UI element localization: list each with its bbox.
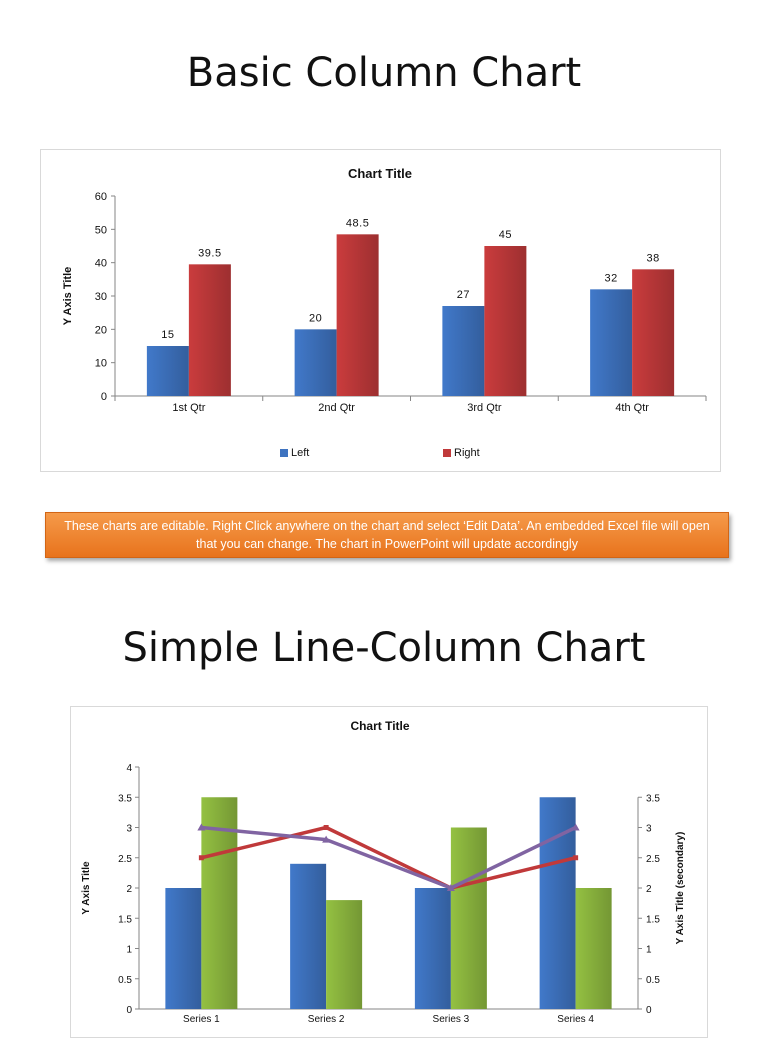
y-tick-label: 20 (95, 324, 107, 336)
line-marker-2 (571, 823, 580, 831)
bar-left (294, 329, 337, 396)
legend-label-right: Right (454, 447, 480, 459)
y-tick-label: 0.5 (118, 975, 132, 986)
line-marker-1 (573, 855, 579, 861)
line-marker-2 (197, 823, 206, 831)
y-tick-label: 1 (126, 945, 132, 956)
bar-series-1 (414, 888, 451, 1009)
line-marker-2 (446, 884, 455, 891)
bar-series-2 (326, 900, 363, 1009)
x-tick-label: 4th Qtr (615, 402, 649, 414)
line-series-1 (200, 825, 577, 890)
y-tick-label: 4 (126, 763, 132, 774)
slide-title-line-column: Simple Line-Column Chart (122, 625, 646, 671)
legend-label-left: Left (291, 447, 309, 459)
y-tick-label: 3 (126, 824, 132, 835)
edit-instructions-banner: These charts are editable. Right Click a… (45, 512, 729, 558)
y-tick-label: 30 (95, 291, 107, 303)
chart-title: Chart Title (350, 719, 409, 733)
y-tick-label: 3.5 (118, 793, 132, 804)
secondary-y-tick-label: 1.5 (646, 914, 660, 925)
bar-right (632, 269, 675, 396)
x-tick-label: Series 4 (557, 1014, 594, 1025)
line-marker-2 (322, 835, 331, 843)
data-label: 15 (161, 329, 174, 341)
data-label: 20 (309, 312, 322, 324)
line-column-chart-frame[interactable]: Chart Title Y Axis Title Y Axis Title (sec… (70, 706, 708, 1038)
x-tick-label: Series 1 (183, 1014, 220, 1025)
bar-series-2 (450, 827, 487, 1009)
bar-series-1 (539, 797, 576, 1009)
y-tick-label: 2.5 (118, 854, 132, 865)
slide-title-basic-column: Basic Column Chart (186, 50, 582, 96)
data-label: 45 (499, 229, 512, 241)
y-tick-label: 50 (95, 224, 107, 236)
bar-series-1 (165, 888, 202, 1009)
secondary-y-tick-label: 0.5 (646, 975, 660, 986)
column-chart[interactable]: Chart Title Y Axis Title 0 10 20 30 40 50 60 1st … (41, 150, 720, 471)
x-tick-label: 3rd Qtr (467, 402, 502, 414)
line-marker-1 (323, 825, 329, 830)
x-tick-label: 1st Qtr (172, 402, 205, 414)
secondary-y-tick-label: 2 (646, 884, 652, 895)
legend-swatch-left (280, 449, 288, 457)
line-marker-1 (198, 855, 204, 861)
y-tick-label: 10 (95, 358, 107, 370)
bar-left (590, 289, 633, 396)
chart-title: Chart Title (348, 166, 412, 181)
y-tick-label: 2 (126, 884, 132, 895)
bar-left (146, 346, 189, 396)
secondary-y-tick-label: 3.5 (646, 793, 660, 804)
bar-series-2 (201, 797, 238, 1009)
data-label: 38 (647, 252, 660, 264)
data-label: 27 (457, 289, 470, 301)
secondary-y-tick-label: 0 (646, 1005, 652, 1016)
y-tick-label: 1.5 (118, 914, 132, 925)
column-chart-frame[interactable]: Chart Title Y Axis Title 0 10 20 30 40 50 60 1st … (40, 149, 721, 472)
x-tick-label: 2nd Qtr (318, 402, 355, 414)
y-axis-title: Y Axis Title (62, 267, 74, 326)
y-tick-label: 0 (126, 1005, 132, 1016)
data-label: 32 (605, 272, 618, 284)
bar-right (336, 234, 379, 396)
x-tick-label: Series 3 (433, 1014, 470, 1025)
secondary-y-tick-label: 2.5 (646, 854, 660, 865)
y-tick-label: 40 (95, 258, 107, 270)
y-axis-title: Y Axis Title (81, 861, 92, 915)
y-tick-label: 60 (95, 191, 107, 203)
bar-series-1 (290, 863, 327, 1009)
bar-right (188, 264, 231, 396)
secondary-y-axis-title: Y Axis Title (secondary) (675, 832, 686, 945)
line-series-2 (201, 825, 577, 890)
secondary-y-tick-label: 1 (646, 945, 652, 956)
bar-left (442, 306, 485, 396)
secondary-y-tick-label: 3 (646, 824, 652, 835)
line-column-chart[interactable]: Chart Title Y Axis Title Y Axis Title (sec… (71, 707, 707, 1037)
y-tick-label: 0 (101, 391, 107, 403)
data-label: 48.5 (346, 217, 369, 229)
legend-swatch-right (443, 449, 451, 457)
bar-series-2 (575, 888, 612, 1009)
bar-right (484, 246, 527, 396)
data-label: 39.5 (198, 247, 221, 259)
x-tick-label: Series 2 (308, 1014, 345, 1025)
